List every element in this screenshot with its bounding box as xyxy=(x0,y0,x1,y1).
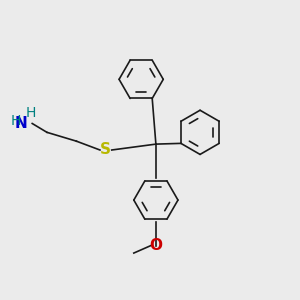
Text: O: O xyxy=(149,238,162,253)
Text: S: S xyxy=(100,142,111,158)
Text: H: H xyxy=(10,114,21,128)
Text: H: H xyxy=(26,106,36,120)
Text: N: N xyxy=(15,116,28,131)
